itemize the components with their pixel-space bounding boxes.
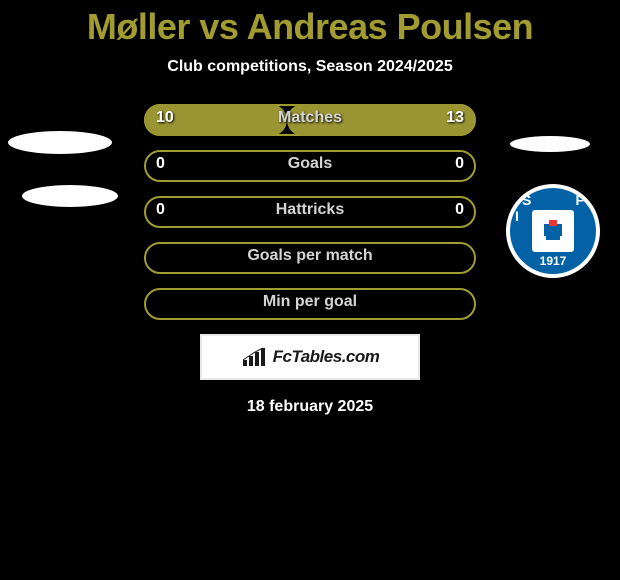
badge-letter-f: F — [575, 192, 584, 208]
stat-bar-left — [144, 104, 287, 136]
badge-letter-s: S — [522, 192, 531, 208]
stat-bar-outline — [144, 150, 476, 182]
generated-date: 18 february 2025 — [0, 398, 620, 416]
stat-row: Goals00 — [144, 150, 476, 182]
stat-row: Min per goal — [144, 288, 476, 320]
badge-letter-i: I — [515, 208, 519, 224]
stat-bar-outline — [144, 288, 476, 320]
page-title: Møller vs Andreas Poulsen — [0, 6, 620, 48]
brand-box[interactable]: FcTables.com — [200, 334, 420, 380]
page-subtitle: Club competitions, Season 2024/2025 — [0, 58, 620, 76]
player-photo-left-2 — [22, 185, 118, 207]
club-badge: S I F 1917 — [506, 184, 600, 278]
player-photo-right — [510, 136, 590, 152]
stat-row: Hattricks00 — [144, 196, 476, 228]
stat-row: Matches1013 — [144, 104, 476, 136]
stat-bar-right — [287, 104, 476, 136]
player-photo-left-1 — [8, 131, 112, 154]
badge-crest-icon — [532, 210, 574, 252]
stat-row: Goals per match — [144, 242, 476, 274]
badge-year: 1917 — [510, 254, 596, 268]
stat-bar-outline — [144, 196, 476, 228]
stat-bar-outline — [144, 242, 476, 274]
bar-chart-icon — [241, 346, 269, 368]
brand-text: FcTables.com — [273, 347, 380, 367]
